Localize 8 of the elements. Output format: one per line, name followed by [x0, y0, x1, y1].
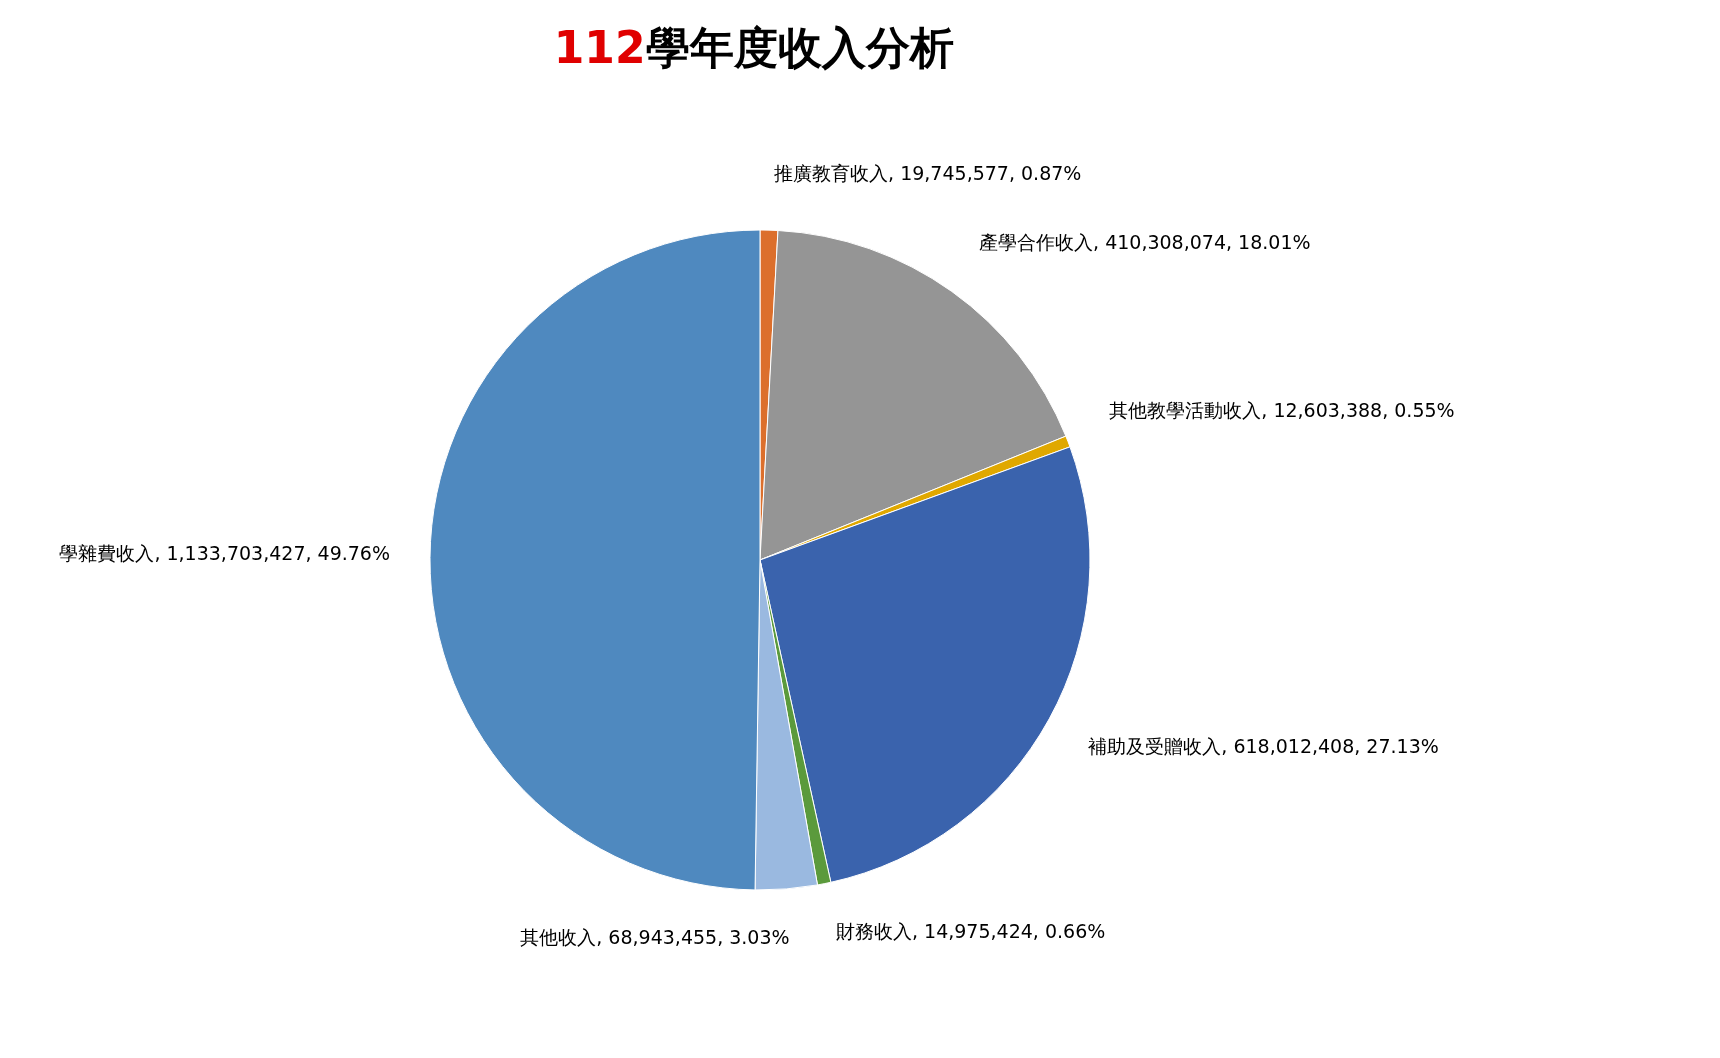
- slice-label: 學雜費收入, 1,133,703,427, 49.76%: [59, 541, 391, 564]
- slice-label: 其他收入, 68,943,455, 3.03%: [520, 925, 790, 948]
- chart-title: 112學年度收入分析: [553, 22, 954, 73]
- slice-label: 補助及受贈收入, 618,012,408, 27.13%: [1088, 735, 1439, 758]
- slice-label: 財務收入, 14,975,424, 0.66%: [835, 919, 1106, 942]
- slice-label: 其他教學活動收入, 12,603,388, 0.55%: [1109, 399, 1455, 422]
- slice-label: 推廣教育收入, 19,745,577, 0.87%: [774, 162, 1082, 185]
- slice-label: 產學合作收入, 410,308,074, 18.01%: [979, 231, 1311, 254]
